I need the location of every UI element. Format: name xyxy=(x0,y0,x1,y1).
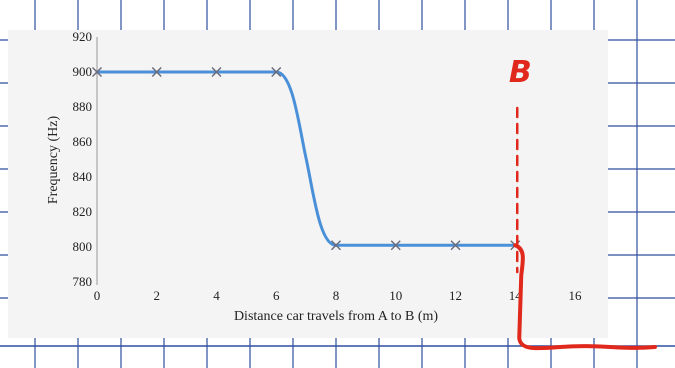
y-tick-label: 820 xyxy=(73,204,93,219)
y-tick-label: 780 xyxy=(73,274,93,289)
x-tick-label: 8 xyxy=(333,288,340,303)
x-tick-label: 2 xyxy=(154,288,161,303)
y-tick-label: 900 xyxy=(73,64,93,79)
y-axis-title: Frequency (Hz) xyxy=(46,116,61,205)
x-tick-label: 16 xyxy=(569,288,583,303)
y-tick-label: 840 xyxy=(73,169,93,184)
y-tick-label: 860 xyxy=(73,134,93,149)
y-tick-label: 800 xyxy=(73,239,93,254)
x-axis-title: Distance car travels from A to B (m) xyxy=(234,309,438,324)
annotation-label: B xyxy=(509,55,532,90)
y-tick-label: 920 xyxy=(73,29,93,44)
x-tick-label: 10 xyxy=(389,288,402,303)
x-tick-label: 12 xyxy=(449,288,462,303)
x-tick-label: 0 xyxy=(94,288,101,303)
x-tick-label: 4 xyxy=(213,288,220,303)
y-tick-label: 880 xyxy=(73,99,93,114)
x-tick-label: 6 xyxy=(273,288,280,303)
